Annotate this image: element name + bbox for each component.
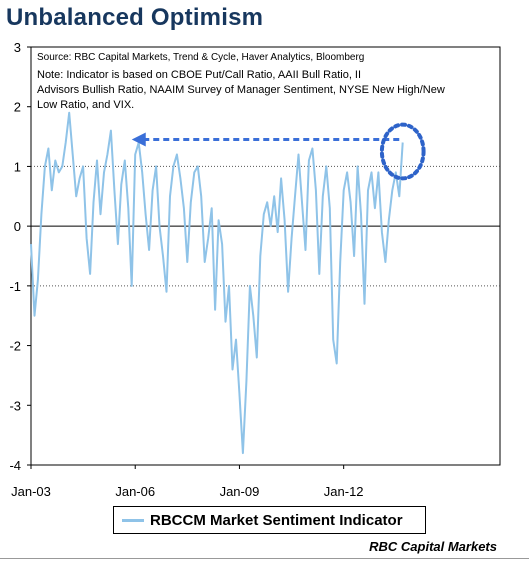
axis-layer: 3 2 1 0 -1 -2 -3 -4 Jan-03 Jan-06 Jan-09 Jan-12: [9, 40, 363, 499]
y-tick-label-2: 1: [14, 159, 21, 174]
x-tick-label-0: Jan-03: [11, 484, 51, 499]
x-tick-label-1: Jan-06: [115, 484, 155, 499]
y-tick-label-7: -4: [9, 458, 21, 473]
y-tick-label-3: 0: [14, 219, 21, 234]
legend-label: RBCCM Market Sentiment Indicator: [150, 511, 403, 529]
footer-credit: RBC Capital Markets: [369, 539, 497, 554]
highlight-circle: [379, 122, 426, 181]
y-tick-label-5: -2: [9, 339, 21, 354]
bottom-rule: [0, 558, 529, 559]
chart-legend: RBCCM Market Sentiment Indicator: [113, 506, 426, 534]
source-note: Source: RBC Capital Markets, Trend & Cyc…: [37, 52, 364, 63]
indicator-note-line-2: Low Ratio, and VIX.: [37, 99, 134, 111]
y-tick-label-4: -1: [9, 279, 21, 294]
x-tick-label-2: Jan-09: [220, 484, 260, 499]
series-line-0: [30, 111, 404, 455]
y-tick-label-1: 2: [14, 100, 21, 115]
x-tick-label-3: Jan-12: [324, 484, 364, 499]
indicator-note-line-0: Note: Indicator is based on CBOE Put/Cal…: [37, 69, 361, 81]
note-layer: Source: RBC Capital Markets, Trend & Cyc…: [37, 52, 445, 111]
annotation-layer: [131, 122, 426, 181]
indicator-note: Note: Indicator is based on CBOE Put/Cal…: [37, 69, 445, 111]
indicator-note-line-1: Advisors Bullish Ratio, NAAIM Survey of …: [37, 84, 445, 96]
chart-title: Unbalanced Optimism: [6, 4, 264, 31]
arrow-head-icon: [131, 132, 146, 147]
series-layer: [30, 111, 404, 455]
y-tick-label-0: 3: [14, 40, 21, 55]
legend-swatch: [122, 518, 144, 522]
y-tick-label-6: -3: [9, 398, 21, 413]
grid-layer: [31, 165, 500, 287]
